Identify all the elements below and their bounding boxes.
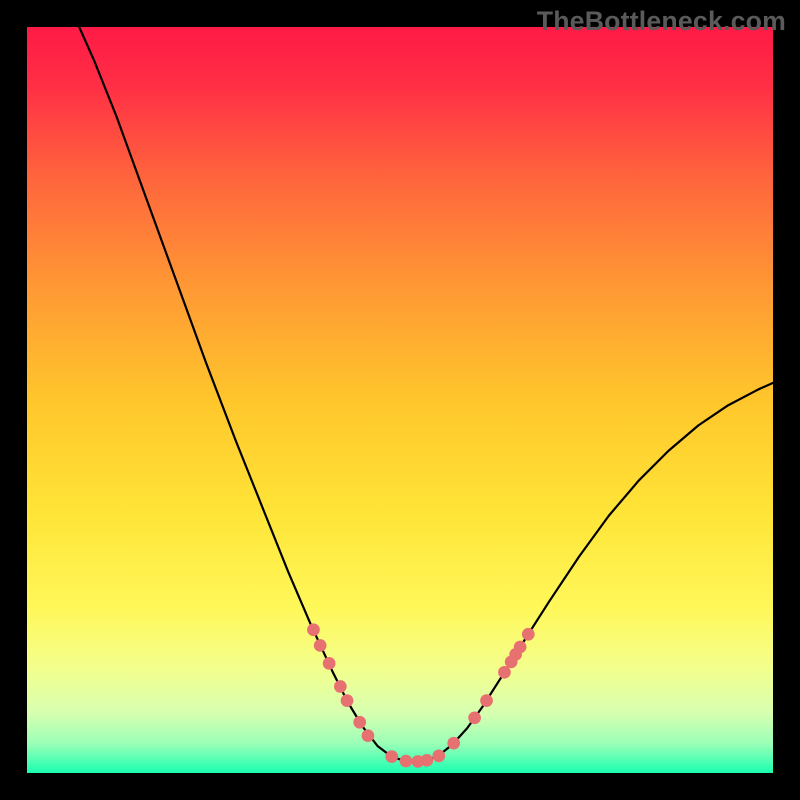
scatter-point: [432, 750, 445, 763]
chart-svg: [0, 0, 800, 800]
scatter-point: [421, 754, 434, 767]
scatter-point: [362, 729, 375, 742]
scatter-point: [307, 623, 320, 636]
watermark-text: TheBottleneck.com: [537, 6, 786, 37]
scatter-point: [447, 737, 460, 750]
scatter-point: [498, 666, 511, 679]
scatter-point: [323, 657, 336, 670]
plot-background: [27, 27, 773, 773]
scatter-point: [341, 694, 354, 707]
scatter-point: [480, 694, 493, 707]
scatter-point: [334, 680, 347, 693]
scatter-point: [353, 716, 366, 729]
scatter-point: [314, 639, 327, 652]
scatter-point: [468, 711, 481, 724]
scatter-point: [385, 750, 398, 763]
scatter-point: [522, 628, 535, 641]
scatter-point: [400, 755, 413, 768]
chart-root: TheBottleneck.com: [0, 0, 800, 800]
scatter-point: [514, 641, 527, 654]
